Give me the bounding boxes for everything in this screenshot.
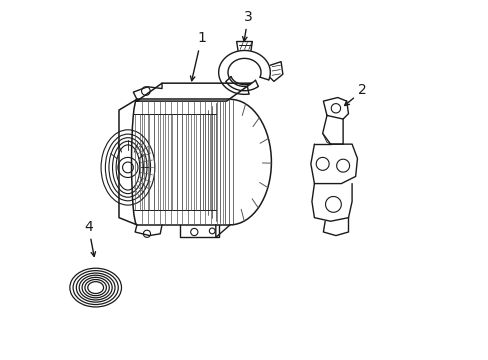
Text: 4: 4 bbox=[84, 220, 95, 256]
Text: 2: 2 bbox=[344, 84, 366, 105]
Text: 1: 1 bbox=[190, 31, 205, 81]
Text: 3: 3 bbox=[242, 10, 252, 41]
